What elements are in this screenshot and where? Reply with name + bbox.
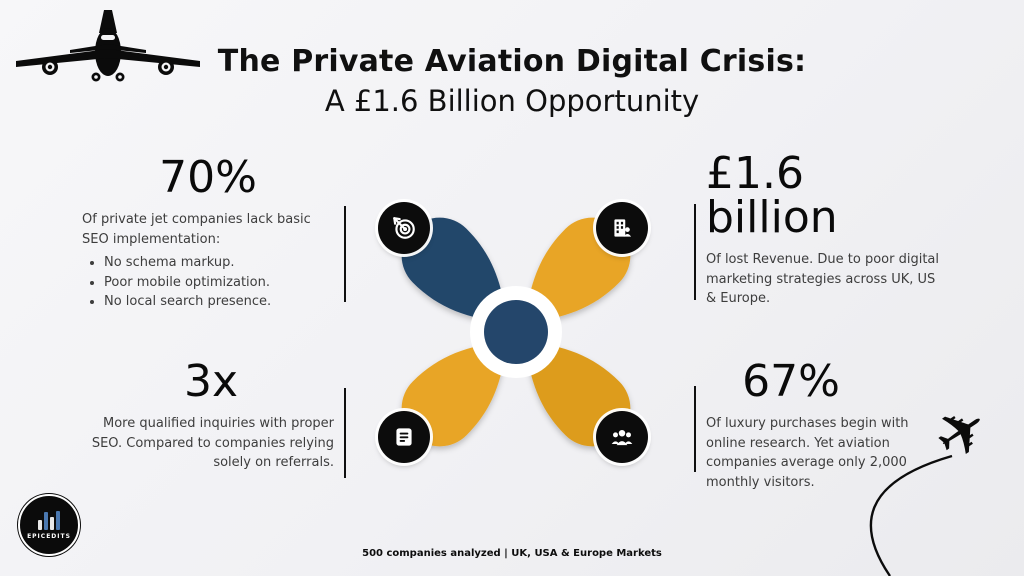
- target-icon: [378, 202, 430, 254]
- epicedits-logo: EPICEDITS: [18, 494, 80, 556]
- document-icon: [378, 411, 430, 463]
- pinwheel-diagram: [366, 192, 666, 472]
- title-line-1: The Private Aviation Digital Crisis:: [217, 44, 807, 79]
- stat-description: Of luxury purchases begin with online re…: [706, 416, 909, 490]
- footer-note: 500 companies analyzed | UK, USA & Europ…: [362, 548, 662, 559]
- stat-description: More qualified inquiries with proper SEO…: [91, 416, 334, 470]
- stat-value: 3x: [183, 356, 239, 407]
- bullet-item: No local search presence.: [104, 292, 334, 312]
- divider-line: [344, 388, 346, 478]
- logo-brand-text: EPICEDITS: [27, 533, 71, 540]
- building-icon: [596, 202, 648, 254]
- airplane-trail-icon: [856, 400, 1024, 576]
- stat-description: Of lost Revenue. Due to poor digital mar…: [706, 252, 939, 306]
- divider-line: [344, 206, 346, 302]
- title-line-2: A £1.6 Billion Opportunity: [324, 83, 700, 118]
- stat-block-online-research: 67% Of luxury purchases begin with onlin…: [706, 360, 948, 492]
- divider-line: [694, 204, 696, 300]
- bullet-item: Poor mobile optimization.: [104, 273, 334, 293]
- stat-block-seo-gap: 70% Of private jet companies lack basic …: [82, 156, 334, 312]
- logo-bars-icon: [38, 510, 60, 530]
- divider-line: [694, 386, 696, 472]
- stat-value: 70%: [159, 152, 257, 203]
- stat-value: 67%: [742, 356, 840, 407]
- stat-block-lost-revenue: £1.6 billion Of lost Revenue. Due to poo…: [706, 152, 948, 309]
- stat-value: £1.6 billion: [706, 148, 838, 243]
- page-title: The Private Aviation Digital Crisis: A £…: [0, 42, 1024, 120]
- stat-description: Of private jet companies lack basic SEO …: [82, 212, 311, 247]
- stat-block-inquiries: 3x More qualified inquiries with proper …: [88, 360, 334, 473]
- stat-bullet-list: No schema markup. Poor mobile optimizati…: [82, 253, 334, 312]
- people-icon: [596, 411, 648, 463]
- bullet-item: No schema markup.: [104, 253, 334, 273]
- airplane-front-icon: [8, 6, 208, 90]
